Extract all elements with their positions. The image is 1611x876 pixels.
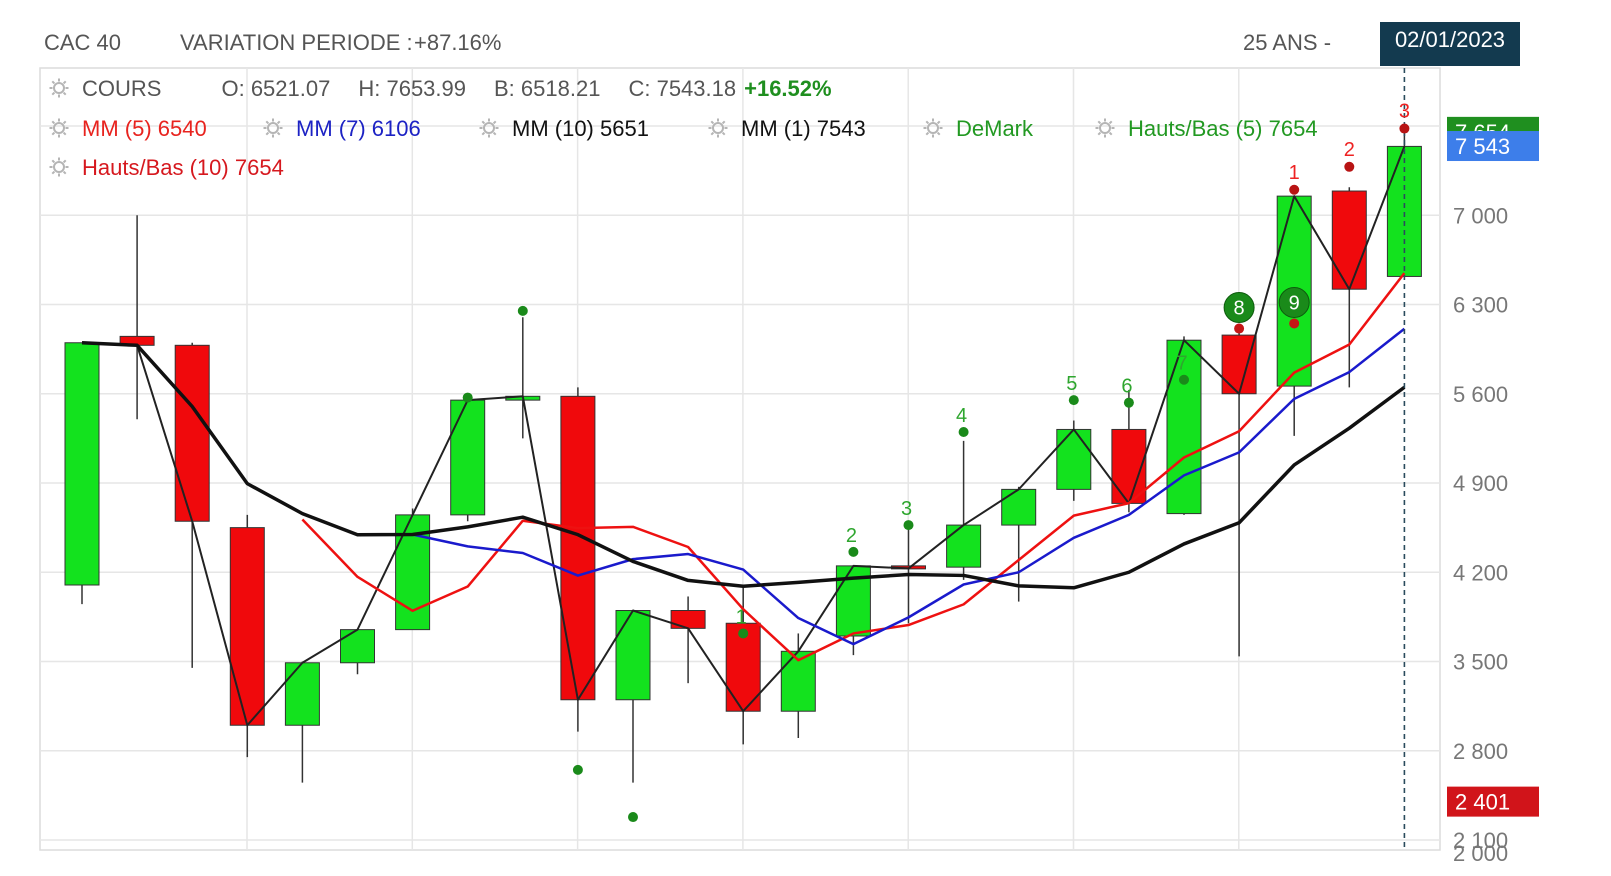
- demark-count-label: 4: [956, 405, 967, 427]
- gear-icon[interactable]: [478, 117, 500, 139]
- y-tick-label: 2 100: [1453, 828, 1508, 853]
- candle-up: [340, 629, 375, 664]
- demark-dot: [958, 427, 969, 437]
- gear-icon[interactable]: [48, 156, 70, 178]
- y-tick-label: 2 800: [1453, 739, 1508, 764]
- demark-dot: [1123, 397, 1134, 408]
- y-tick-label: 4 900: [1453, 471, 1508, 496]
- indicator-hautsbas10[interactable]: Hauts/Bas (10) 7654: [48, 155, 284, 181]
- candles: [64, 132, 1422, 783]
- y-tick-label: 2 000: [1453, 841, 1508, 866]
- demark-dot: [1289, 318, 1300, 329]
- line-mm-7-: [412, 327, 1406, 646]
- line-mm-10-: [81, 341, 1406, 590]
- demark-dot: [903, 520, 914, 531]
- demark-dot: [517, 305, 528, 316]
- demark-dot: [628, 812, 638, 823]
- y-tick-label: 4 200: [1453, 560, 1508, 585]
- demark-count-label-red: 1: [1289, 162, 1300, 184]
- date-badge: 02/01/2023: [1380, 22, 1520, 66]
- demark-count-label-red: 3: [1399, 101, 1410, 123]
- demark-count-label: 2: [846, 525, 857, 547]
- gear-icon[interactable]: [1094, 117, 1116, 139]
- demark-count-label: 8: [1234, 298, 1245, 320]
- indicator-mm7[interactable]: MM (7) 6106: [262, 116, 421, 142]
- price-tag: [1447, 131, 1539, 162]
- line-mm-1-: [81, 146, 1406, 727]
- moving-average-lines: [81, 68, 1406, 850]
- gear-icon[interactable]: [922, 117, 944, 139]
- indicator-mm1[interactable]: MM (1) 7543: [707, 116, 866, 142]
- indicator-mm5[interactable]: MM (5) 6540: [48, 116, 207, 142]
- line-mm-5-: [301, 272, 1406, 662]
- price-tag-label: 7 543: [1455, 134, 1510, 159]
- demark-count-label: 6: [1121, 376, 1132, 398]
- variation-label: VARIATION PERIODE :: [180, 30, 413, 55]
- demark-dot: [738, 628, 749, 639]
- candle-up: [284, 662, 320, 726]
- demark-markers: 1 2 3 4 5 6 7 8 9 1 2 3: [462, 101, 1410, 823]
- plot-border: [39, 67, 1441, 851]
- chart-grid: [39, 67, 1441, 851]
- candle-down: [1331, 190, 1367, 290]
- demark-dot-red: [1344, 161, 1355, 172]
- gear-icon[interactable]: [707, 117, 729, 139]
- variation-value: +87.16%: [414, 30, 502, 55]
- candle-up: [1001, 488, 1037, 526]
- demark-count-label: 1: [736, 606, 747, 628]
- indicator-hautsbas5[interactable]: Hauts/Bas (5) 7654: [1094, 116, 1318, 142]
- candle-down: [1221, 334, 1257, 395]
- candle-down: [560, 395, 596, 701]
- symbol-label: CAC 40: [44, 30, 122, 55]
- indicator-demark[interactable]: DeMark: [922, 116, 1033, 142]
- demark-count-label: 7: [1176, 353, 1187, 375]
- demark-count-label-red: 2: [1344, 139, 1355, 161]
- y-tick-label: 3 500: [1453, 650, 1508, 675]
- demark-badge: [1278, 286, 1310, 318]
- demark-count-label: 5: [1066, 373, 1077, 395]
- demark-count-label: 9: [1289, 292, 1300, 314]
- demark-dot-red: [1289, 184, 1300, 195]
- cours-label: COURS: [82, 76, 162, 101]
- demark-badge: [1223, 292, 1255, 324]
- candle-up: [615, 610, 651, 701]
- candle-down: [670, 610, 706, 629]
- demark-dot-red: [1399, 123, 1410, 134]
- cours-legend[interactable]: COURS O: 6521.07 H: 7653.99 B: 6518.21 C: 75…: [48, 76, 832, 102]
- price-tag-label: 2 401: [1455, 790, 1510, 815]
- gear-icon[interactable]: [48, 117, 70, 139]
- demark-dot: [572, 764, 583, 775]
- candle-up: [946, 524, 982, 568]
- demark-dot: [462, 392, 473, 403]
- candle-down: [174, 344, 210, 522]
- candle-up: [1056, 428, 1092, 490]
- period-label[interactable]: 25 ANS -: [1243, 30, 1332, 55]
- y-tick-label: 7 000: [1453, 203, 1508, 228]
- demark-dot: [848, 546, 859, 557]
- gear-icon[interactable]: [262, 117, 284, 139]
- gear-icon[interactable]: [48, 77, 70, 99]
- demark-dot: [1179, 374, 1189, 385]
- chart-header: CAC 40 VARIATION PERIODE : +87.16% 25 AN…: [0, 0, 1611, 70]
- price-tag: [1447, 786, 1539, 817]
- demark-dot: [1234, 323, 1245, 334]
- candle-down: [229, 527, 265, 726]
- demark-dot: [1068, 395, 1079, 406]
- y-tick-label: 5 600: [1453, 382, 1508, 407]
- cours-change: +16.52%: [744, 76, 832, 101]
- indicator-mm10[interactable]: MM (10) 5651: [478, 116, 649, 142]
- demark-count-label: 3: [901, 498, 912, 520]
- y-tick-label: 6 300: [1453, 293, 1508, 318]
- candle-up: [1386, 145, 1422, 277]
- candle-up: [64, 342, 100, 586]
- candle-up: [450, 399, 486, 516]
